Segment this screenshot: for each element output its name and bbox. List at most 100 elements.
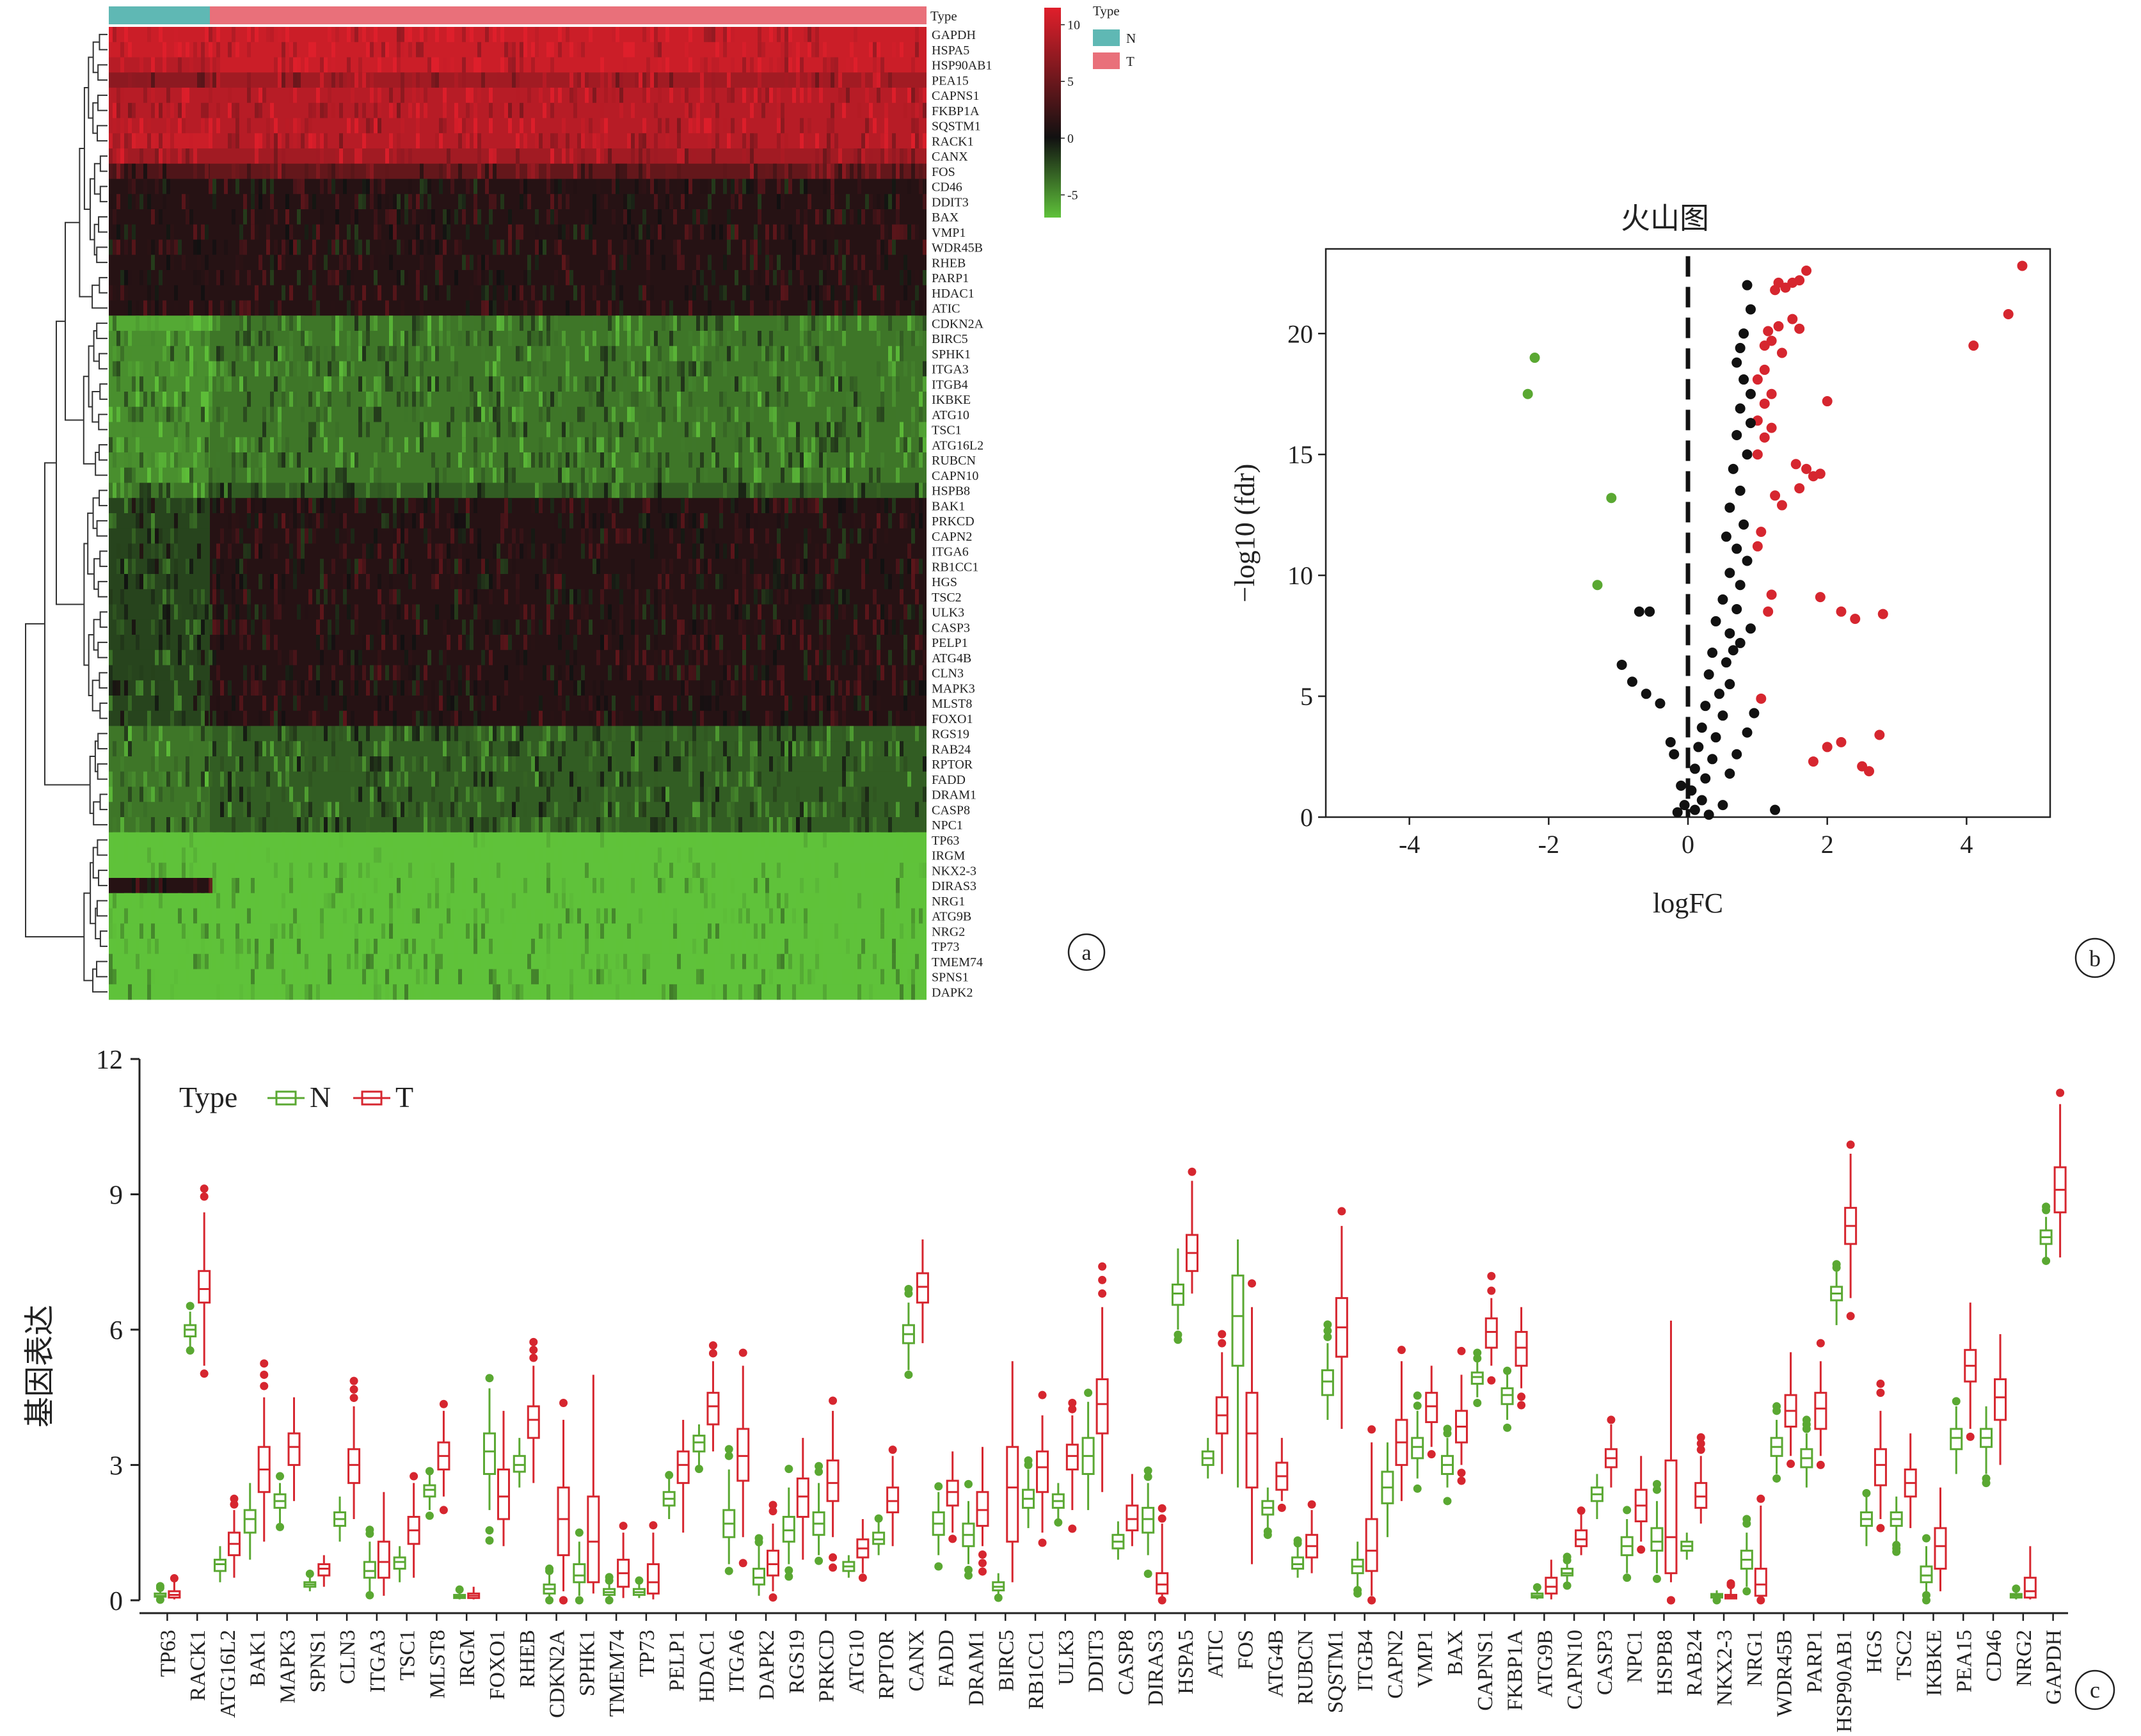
heatmap-texture xyxy=(305,437,308,453)
heatmap-texture xyxy=(861,696,865,712)
heatmap-texture xyxy=(243,331,247,347)
heatmap-texture xyxy=(873,863,877,879)
heatmap-texture xyxy=(761,649,765,665)
heatmap-texture xyxy=(374,315,378,331)
heatmap-texture xyxy=(577,437,581,453)
heatmap-row-ikbke xyxy=(109,392,927,408)
heatmap-texture xyxy=(877,209,880,225)
heatmap-texture xyxy=(493,953,497,969)
heatmap-cell-N xyxy=(109,42,210,58)
heatmap-texture xyxy=(470,255,474,271)
heatmap-texture xyxy=(646,163,650,179)
heatmap-texture xyxy=(351,163,354,179)
heatmap-texture xyxy=(393,376,397,392)
heatmap-texture xyxy=(401,331,404,347)
heatmap-texture xyxy=(869,528,873,544)
heatmap-texture xyxy=(919,847,923,863)
heatmap-texture xyxy=(639,908,642,924)
heatmap-texture xyxy=(520,300,523,316)
heatmap-texture xyxy=(546,893,550,909)
heatmap-texture xyxy=(412,878,416,894)
heatmap-row-hspb8 xyxy=(109,482,927,498)
heatmap-texture xyxy=(585,498,589,514)
heatmap-texture xyxy=(224,893,228,909)
heatmap-row-capns1 xyxy=(109,88,927,104)
heatmap-texture xyxy=(623,163,627,179)
heatmap-texture xyxy=(765,893,769,909)
heatmap-texture xyxy=(435,133,439,149)
heatmap-texture xyxy=(362,27,366,43)
heatmap-texture xyxy=(819,498,823,514)
heatmap-texture xyxy=(650,665,654,681)
heatmap-texture xyxy=(523,878,527,894)
heatmap-texture xyxy=(696,118,700,134)
heatmap-texture xyxy=(731,939,735,955)
heatmap-texture xyxy=(750,953,754,969)
heatmap-texture xyxy=(278,437,282,453)
heatmap-texture xyxy=(504,285,508,301)
heatmap-texture xyxy=(692,209,696,225)
heatmap-texture xyxy=(639,163,642,179)
heatmap-texture xyxy=(435,923,439,939)
heatmap-texture xyxy=(500,726,504,742)
heatmap-texture xyxy=(758,786,761,802)
heatmap-texture xyxy=(470,528,474,544)
heatmap-texture xyxy=(765,802,769,818)
heatmap-texture xyxy=(712,452,715,468)
heatmap-texture xyxy=(550,771,554,787)
heatmap-texture xyxy=(439,543,443,559)
heatmap-texture xyxy=(366,42,370,58)
heatmap-texture xyxy=(339,437,343,453)
heatmap-texture xyxy=(397,923,401,939)
heatmap-texture xyxy=(585,786,589,802)
heatmap-texture xyxy=(174,513,178,529)
heatmap-texture xyxy=(370,756,374,772)
heatmap-texture xyxy=(489,392,493,408)
heatmap-texture xyxy=(166,817,170,833)
heatmap-texture xyxy=(362,498,366,514)
heatmap-texture xyxy=(681,939,685,955)
heatmap-texture xyxy=(128,726,132,742)
heatmap-texture xyxy=(324,376,328,392)
heatmap-texture xyxy=(301,984,305,1000)
heatmap-texture xyxy=(289,984,293,1000)
heatmap-texture xyxy=(566,361,569,377)
heatmap-texture xyxy=(819,163,823,179)
heatmap-texture xyxy=(354,939,358,955)
heatmap-texture xyxy=(619,635,623,651)
heatmap-texture xyxy=(116,832,120,848)
heatmap-texture xyxy=(877,361,880,377)
heatmap-texture xyxy=(815,209,819,225)
heatmap-texture xyxy=(170,224,174,240)
heatmap-texture xyxy=(293,513,297,529)
heatmap-texture xyxy=(546,969,550,985)
heatmap-texture xyxy=(681,498,685,514)
heatmap-texture xyxy=(639,863,642,879)
heatmap-texture xyxy=(888,346,892,362)
heatmap-texture xyxy=(297,741,301,757)
heatmap-texture xyxy=(435,255,439,271)
heatmap-texture xyxy=(301,741,305,757)
heatmap-texture xyxy=(120,756,124,772)
heatmap-texture xyxy=(312,726,316,742)
heatmap-texture xyxy=(113,118,116,134)
heatmap-texture xyxy=(831,406,834,422)
heatmap-texture xyxy=(331,452,335,468)
heatmap-texture xyxy=(431,878,435,894)
heatmap-texture xyxy=(784,346,788,362)
heatmap-texture xyxy=(512,528,516,544)
heatmap-texture xyxy=(573,589,577,605)
heatmap-texture xyxy=(147,939,151,955)
heatmap-texture xyxy=(335,315,339,331)
heatmap-texture xyxy=(143,802,147,818)
heatmap-texture xyxy=(197,635,201,651)
heatmap-texture xyxy=(731,786,735,802)
heatmap-texture xyxy=(458,574,462,590)
heatmap-texture xyxy=(155,741,159,757)
heatmap-texture xyxy=(838,908,842,924)
heatmap-texture xyxy=(351,649,354,665)
heatmap-texture xyxy=(401,27,404,43)
heatmap-texture xyxy=(378,498,381,514)
heatmap-texture xyxy=(543,741,546,757)
heatmap-texture xyxy=(677,756,681,772)
